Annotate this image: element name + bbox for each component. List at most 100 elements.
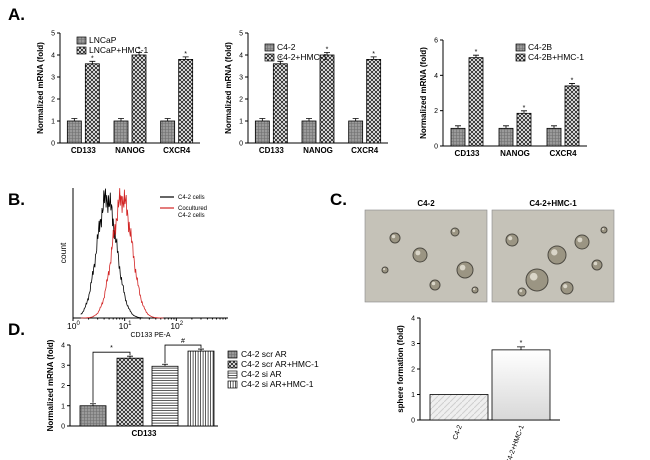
x-tick-label: NANOG xyxy=(303,146,333,155)
sphere-cell xyxy=(450,227,460,237)
sphere-cell xyxy=(547,245,567,265)
y-tick-label: 4 xyxy=(239,53,243,60)
y-tick-label: 4 xyxy=(434,73,438,80)
sphere-highlight xyxy=(391,234,396,239)
y-axis-label: Normalized mRNA (fold) xyxy=(224,42,233,134)
significance-mark: * xyxy=(520,340,523,347)
error-bar xyxy=(517,346,525,350)
error-bar xyxy=(198,348,204,352)
y-tick-label: 6 xyxy=(434,38,438,45)
sphere-cell xyxy=(591,259,603,271)
y-tick-label: 0 xyxy=(61,424,65,431)
significance-mark: * xyxy=(138,47,141,54)
sphere-cell xyxy=(412,247,428,263)
legend-swatch xyxy=(264,53,275,62)
sphere-highlight xyxy=(551,249,558,256)
x-tick-label: 102 xyxy=(170,321,183,331)
y-tick-label: 1 xyxy=(51,119,55,126)
x-tick-label: CD133 xyxy=(259,146,284,155)
bar-lncap-cxcr4 xyxy=(160,120,176,144)
error-bar xyxy=(455,125,461,129)
y-axis-label: Normalized mRNA (fold) xyxy=(36,42,45,134)
sphere-highlight xyxy=(563,284,568,289)
significance-mark: * xyxy=(91,55,94,62)
legend-label: Cocultured C4-2 cells xyxy=(178,206,207,219)
error-bar xyxy=(473,54,479,58)
bar-c4-2-cxcr4 xyxy=(348,120,364,144)
legend-label: C4-2 scr AR+HMC-1 xyxy=(241,359,319,369)
legend-swatch xyxy=(76,36,87,45)
significance-mark: * xyxy=(184,51,187,58)
legend-swatch xyxy=(227,350,238,359)
bar-lncap-hmc-1-nanog xyxy=(131,54,147,144)
bar-c4-2-si-ar-hmc-1 xyxy=(187,350,215,427)
significance-mark: * xyxy=(110,345,113,352)
sphere-highlight xyxy=(593,261,598,266)
x-tick-label: CD133 xyxy=(455,149,480,158)
y-tick-label: 5 xyxy=(239,31,243,38)
y-tick-label: 0 xyxy=(434,144,438,151)
bar-c4-2b-hmc-1-nanog xyxy=(516,112,532,147)
significance-mark: * xyxy=(372,51,375,58)
y-axis-label: Normalized mRNA (fold) xyxy=(46,339,55,431)
y-tick-label: 4 xyxy=(411,316,415,323)
y-tick-label: 0 xyxy=(239,141,243,148)
panel-label-b: B. xyxy=(8,190,25,209)
significance-mark: # xyxy=(181,338,185,345)
sphere-cell xyxy=(600,226,608,234)
y-tick-label: 4 xyxy=(61,343,65,350)
series-line-control xyxy=(80,188,164,319)
error-bar xyxy=(164,118,171,121)
sphere-highlight xyxy=(519,289,523,293)
error-bar xyxy=(324,52,330,55)
error-bar xyxy=(306,118,312,121)
error-bar xyxy=(352,118,359,121)
series-line-cocultured xyxy=(80,188,164,319)
bar-c4-2b-cd133 xyxy=(450,127,466,147)
y-tick-label: 4 xyxy=(51,53,55,60)
bar-c4-2b-hmc-1-cd133 xyxy=(468,57,484,147)
sphere-highlight xyxy=(529,272,538,281)
bar-c4-2 xyxy=(429,394,489,421)
sphere-highlight xyxy=(577,237,583,243)
error-bar xyxy=(551,125,557,129)
sphere-cell xyxy=(456,261,474,279)
x-tick-label: C4-2+HMC-1 xyxy=(505,424,526,460)
y-tick-label: 3 xyxy=(51,75,55,82)
legend-label: C4-2 xyxy=(277,42,296,52)
legend-swatch xyxy=(227,360,238,369)
error-bar xyxy=(136,52,142,55)
bar-c4-2-cd133 xyxy=(254,120,270,144)
sphere-highlight xyxy=(452,229,456,233)
legend-label: C4-2B+HMC-1 xyxy=(528,52,584,62)
x-tick-label: NANOG xyxy=(115,146,145,155)
y-tick-label: 3 xyxy=(239,75,243,82)
x-tick-label: CXCR4 xyxy=(549,149,577,158)
bar-c4-2b-nanog xyxy=(498,127,514,147)
significance-mark: * xyxy=(279,55,282,62)
bar-lncap-cd133 xyxy=(66,120,82,144)
image-label: C4-2+HMC-1 xyxy=(529,199,577,208)
error-bar xyxy=(89,60,96,64)
bar-lncap-hmc-1-cd133 xyxy=(84,63,100,144)
legend-swatch xyxy=(515,43,526,52)
y-tick-label: 3 xyxy=(411,341,415,348)
error-bar xyxy=(521,110,527,114)
x-tick-label: C4-2 xyxy=(452,424,464,441)
error-bar xyxy=(71,118,78,121)
sphere-cell xyxy=(471,286,479,294)
y-tick-label: 2 xyxy=(51,97,55,104)
bar-c4-2-scr-ar xyxy=(79,405,107,427)
legend-swatch xyxy=(264,43,275,52)
y-axis-label: sphere formation (fold) xyxy=(396,325,405,413)
x-tick-label: 101 xyxy=(119,321,132,331)
chart-a-c4-2b: 0 2 4 6 Normalized mRNA (fold) * CD133 * NANOG * C… xyxy=(419,38,587,158)
y-tick-label: 0 xyxy=(51,141,55,148)
legend-label: LNCaP xyxy=(89,35,117,45)
significance-mark: * xyxy=(523,105,526,112)
y-tick-label: 0 xyxy=(411,418,415,425)
legend-swatch xyxy=(227,370,238,379)
sphere-highlight xyxy=(383,268,386,271)
